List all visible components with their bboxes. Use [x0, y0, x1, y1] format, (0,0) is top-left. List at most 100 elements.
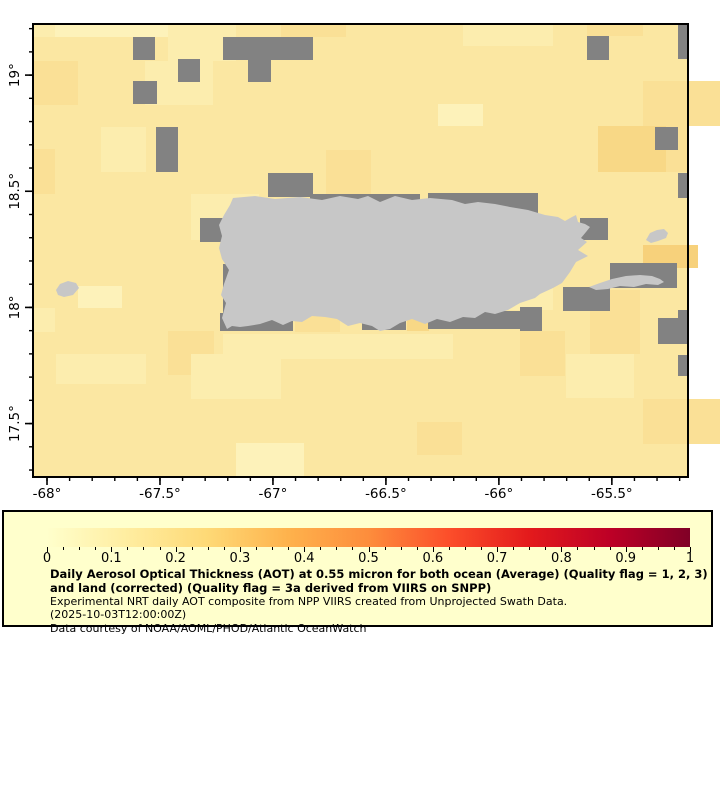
colorbar-minor-tick — [400, 547, 402, 550]
map-border — [32, 23, 689, 478]
lat-tick-label: 17.5° — [7, 405, 23, 442]
missing-data-cell — [655, 127, 678, 150]
missing-data-cell — [268, 173, 313, 197]
missing-data-cell — [156, 127, 178, 172]
ocean-cell — [55, 24, 168, 37]
ocean-cell — [33, 308, 55, 332]
colorbar-tick-label: 0.4 — [293, 551, 315, 566]
ocean-cell — [326, 150, 371, 194]
ocean-cell — [438, 104, 483, 126]
colorbar-minor-tick — [448, 547, 450, 550]
ocean-cell — [643, 245, 698, 268]
colorbar-minor-tick — [223, 547, 225, 550]
colorbar-minor-tick — [272, 547, 274, 550]
missing-data-cell — [678, 24, 688, 59]
ocean-cell — [78, 286, 122, 308]
ocean-cell — [101, 127, 146, 172]
island-culebra — [646, 229, 668, 243]
missing-data-cell — [223, 37, 313, 60]
missing-data-cell — [587, 36, 609, 60]
legend-timestamp: (2025-10-03T12:00:00Z) — [50, 608, 187, 622]
colorbar-minor-tick — [673, 547, 675, 550]
colorbar-minor-tick — [127, 547, 129, 550]
colorbar-minor-tick — [513, 547, 515, 550]
lon-tick-label: -65.5° — [591, 486, 633, 502]
missing-data-cell — [580, 218, 608, 240]
colorbar-minor-tick — [577, 547, 579, 550]
lon-tick-label: -67.5° — [139, 486, 181, 502]
colorbar-minor-tick — [416, 547, 418, 550]
colorbar-major-tick — [111, 547, 113, 552]
colorbar-minor-tick — [191, 547, 193, 550]
colorbar-tick-label: 0.7 — [486, 551, 508, 566]
colorbar-major-tick — [625, 547, 627, 552]
colorbar-tick-label: 0.9 — [615, 551, 637, 566]
colorbar-minor-tick — [352, 547, 354, 550]
colorbar-minor-tick — [481, 547, 483, 550]
missing-data-cell — [178, 59, 200, 82]
missing-data-cell — [200, 218, 223, 242]
colorbar-tick-label: 0.5 — [358, 551, 379, 566]
ocean-cell — [643, 81, 720, 126]
map-plot: -68° -67.5° -67° -66.5° -66° -65.5° 19° 18.5° 18… — [7, 23, 720, 502]
ocean-cell — [191, 354, 281, 399]
ocean-cell — [281, 24, 346, 37]
lon-tick-label: -66.5° — [365, 486, 407, 502]
ocean-cell — [643, 399, 720, 444]
island-puerto-rico — [219, 196, 590, 331]
missing-data-cell — [133, 37, 155, 60]
colorbar-major-tick — [304, 547, 306, 552]
colorbar-tick-label: 0.2 — [165, 551, 186, 566]
lon-tick-label: -66° — [484, 486, 513, 502]
colorbar-tick-label: 0 — [42, 551, 52, 566]
colorbar-minor-tick — [545, 547, 547, 550]
colorbar-minor-tick — [95, 547, 97, 550]
ocean-cell — [33, 61, 78, 105]
colorbar-minor-tick — [609, 547, 611, 550]
colorbar-minor-tick — [207, 547, 209, 550]
ocean-cell — [236, 443, 304, 477]
ocean-cell — [33, 149, 55, 194]
map-area: -68° -67.5° -67° -66.5° -66° -65.5° 19° 18.5° 18… — [7, 23, 720, 502]
missing-data-cell — [678, 173, 688, 198]
island-vieques — [589, 275, 664, 290]
colorbar-gradient — [47, 528, 690, 547]
ocean-cell — [566, 354, 634, 398]
colorbar-major-tick — [239, 547, 241, 552]
ocean-cell — [56, 354, 146, 384]
colorbar-major-tick — [690, 547, 691, 552]
ocean-cell — [587, 24, 643, 36]
legend-panel: 0 0.1 0.2 0.3 0.4 0.5 0.6 0.7 0.8 0.9 1 Daily Aero… — [2, 510, 713, 635]
colorbar-major-tick — [368, 547, 370, 552]
missing-data-cell — [133, 81, 157, 104]
colorbar-tick-label: 1 — [685, 551, 695, 566]
island-mona — [56, 281, 79, 297]
colorbar-minor-tick — [384, 547, 386, 550]
ocean-cell — [463, 24, 553, 46]
colorbar-major-tick — [497, 547, 499, 552]
lon-tick-label: -68° — [33, 486, 62, 502]
missing-data-cell — [678, 355, 688, 376]
lat-tick-label: 18.5° — [7, 173, 23, 210]
colorbar-minor-tick — [641, 547, 643, 550]
missing-data-cell — [520, 307, 542, 331]
colorbar-minor-tick — [657, 547, 659, 550]
colorbar-major-tick — [47, 547, 48, 552]
colorbar-tick-label: 0.1 — [100, 551, 122, 566]
colorbar-minor-tick — [529, 547, 531, 550]
colorbar-tick-label: 0.6 — [422, 551, 444, 566]
lat-tick-label: 19° — [7, 63, 23, 87]
colorbar-minor-tick — [255, 547, 257, 550]
colorbar-tick-label: 0.8 — [551, 551, 572, 566]
colorbar-major-tick — [561, 547, 563, 552]
colorbar-minor-tick — [593, 547, 595, 550]
colorbar-minor-tick — [143, 547, 145, 550]
colorbar-tick-label: 0.3 — [229, 551, 251, 566]
legend-text-block: Daily Aerosol Optical Thickness (AOT) at… — [50, 567, 712, 635]
colorbar-minor-tick — [63, 547, 65, 550]
missing-data-cell — [678, 310, 688, 331]
legend-credit: Data courtesy of NOAA/AOML/PHOD/Atlantic… — [50, 621, 367, 635]
lat-tick-label: 18° — [7, 295, 23, 319]
lon-tick-label: -67° — [259, 486, 288, 502]
